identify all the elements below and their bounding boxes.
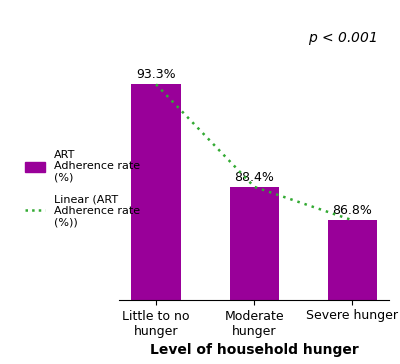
Bar xyxy=(132,84,180,364)
Bar xyxy=(230,187,279,364)
Text: 93.3%: 93.3% xyxy=(136,68,176,81)
Text: 86.8%: 86.8% xyxy=(332,204,372,217)
Text: 88.4%: 88.4% xyxy=(234,171,274,184)
Legend: ART
Adherence rate
(%), Linear (ART
Adherence rate
(%)): ART Adherence rate (%), Linear (ART Adhe… xyxy=(22,146,144,230)
X-axis label: Level of household hunger: Level of household hunger xyxy=(150,343,359,357)
Bar xyxy=(328,220,377,364)
Text: $p$ < 0.001: $p$ < 0.001 xyxy=(308,30,377,47)
